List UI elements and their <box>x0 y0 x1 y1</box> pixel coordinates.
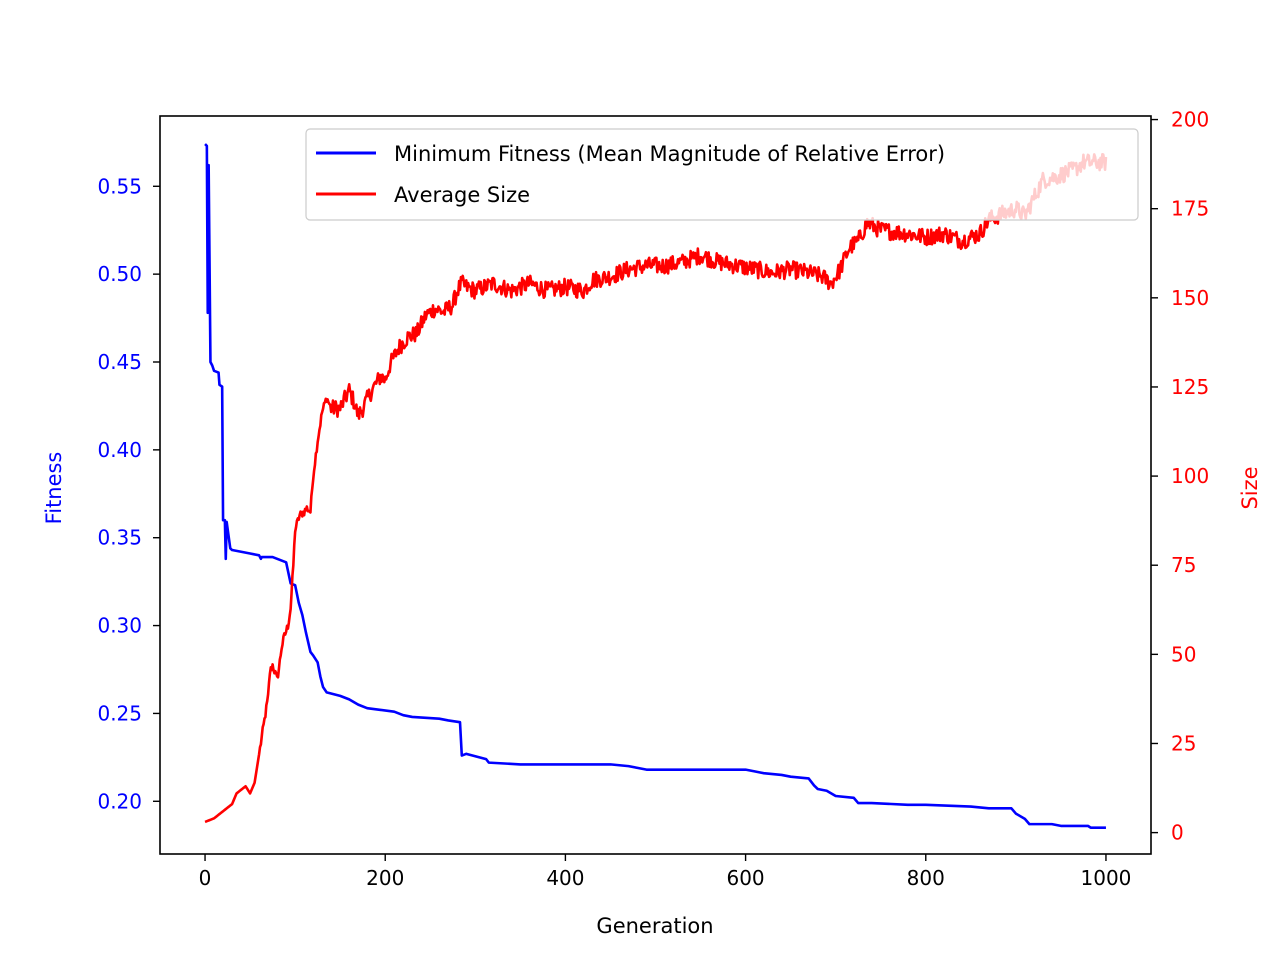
right-y-tick-label: 100 <box>1171 464 1209 488</box>
left-y-axis: 0.20 0.25 0.30 0.35 0.40 0.45 0.50 0.55 <box>97 174 160 813</box>
x-tick-label: 600 <box>726 866 764 890</box>
left-y-tick-label: 0.45 <box>97 350 142 374</box>
right-y-tick-label: 150 <box>1171 286 1209 310</box>
fitness-series-line <box>204 143 1106 829</box>
left-y-axis-title: Fitness <box>42 452 66 525</box>
right-y-tick-label: 125 <box>1171 375 1209 399</box>
x-tick-label: 1000 <box>1081 866 1132 890</box>
x-tick-label: 400 <box>546 866 584 890</box>
left-y-tick-label: 0.25 <box>97 701 142 725</box>
x-axis-title: Generation <box>596 914 713 938</box>
left-y-tick-label: 0.50 <box>97 262 142 286</box>
left-y-tick-label: 0.35 <box>97 526 142 550</box>
x-tick-label: 0 <box>199 866 212 890</box>
left-y-tick-label: 0.20 <box>97 789 142 813</box>
right-y-tick-label: 50 <box>1171 642 1196 666</box>
x-axis: 0 200 400 600 800 1000 <box>199 854 1132 890</box>
legend-box <box>305 128 1139 221</box>
plot-area-frame <box>159 115 1152 855</box>
right-y-tick-label: 175 <box>1171 197 1209 221</box>
legend-label-fitness: Minimum Fitness (Mean Magnitude of Relat… <box>394 142 945 166</box>
x-tick-label: 200 <box>366 866 404 890</box>
size-series-line <box>204 153 1108 824</box>
left-y-tick-label: 0.30 <box>97 614 142 638</box>
right-y-tick-label: 0 <box>1171 821 1184 845</box>
right-y-axis-title: Size <box>1238 466 1262 509</box>
legend: Minimum Fitness (Mean Magnitude of Relat… <box>305 128 1139 221</box>
left-y-tick-label: 0.55 <box>97 174 142 198</box>
right-y-tick-label: 25 <box>1171 731 1196 755</box>
legend-label-size: Average Size <box>394 183 530 207</box>
series-layer <box>204 143 1108 829</box>
right-y-axis: 0 25 50 75 100 125 150 175 200 <box>1151 108 1209 845</box>
right-y-tick-label: 75 <box>1171 553 1196 577</box>
left-y-tick-label: 0.40 <box>97 438 142 462</box>
right-y-tick-label: 200 <box>1171 108 1209 132</box>
x-tick-label: 800 <box>907 866 945 890</box>
